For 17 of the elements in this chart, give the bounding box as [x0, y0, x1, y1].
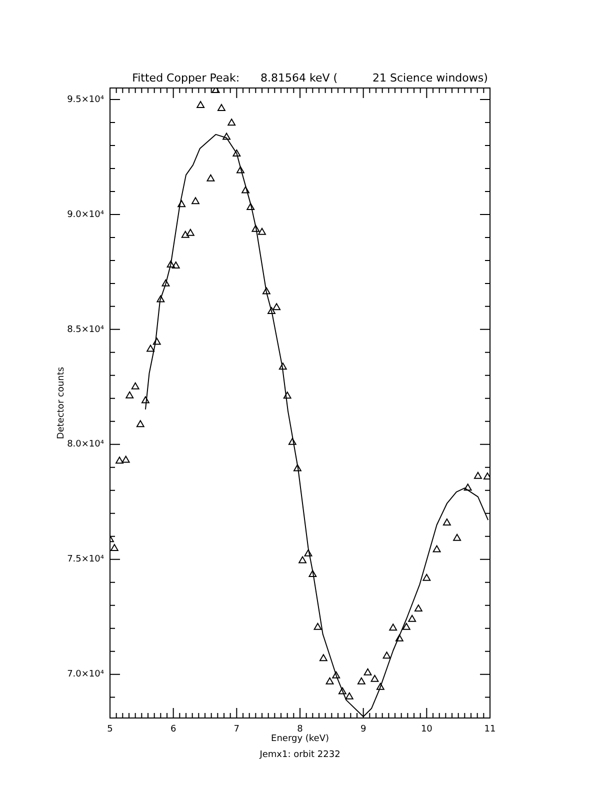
x-tick-label: 9	[360, 724, 366, 735]
x-axis-title: Energy (keV)	[271, 734, 329, 744]
y-tick-label: 9.0×10⁴	[67, 210, 104, 220]
y-tick-label: 9.5×10⁴	[67, 94, 104, 105]
x-tick-label: 10	[420, 724, 433, 735]
y-axis-title: Detector counts	[56, 366, 67, 440]
y-tick-label: 8.0×10⁴	[67, 440, 104, 450]
x-tick-label: 7	[234, 724, 240, 735]
x-tick-label: 6	[170, 724, 176, 735]
x-tick-label: 8	[297, 724, 304, 735]
x-tick-label: 11	[484, 724, 496, 735]
x-tick-label: 5	[107, 724, 113, 735]
y-tick-label: 7.0×10⁴	[67, 670, 104, 680]
text: Jemx1: orbit 2232	[258, 750, 340, 760]
chart-title: Fitted Copper Peak: 8.81564 keV ( 21 Science windows)	[132, 71, 488, 84]
y-tick-label: 7.5×10⁴	[67, 554, 104, 565]
y-tick-label: 8.5×10⁴	[67, 324, 104, 335]
